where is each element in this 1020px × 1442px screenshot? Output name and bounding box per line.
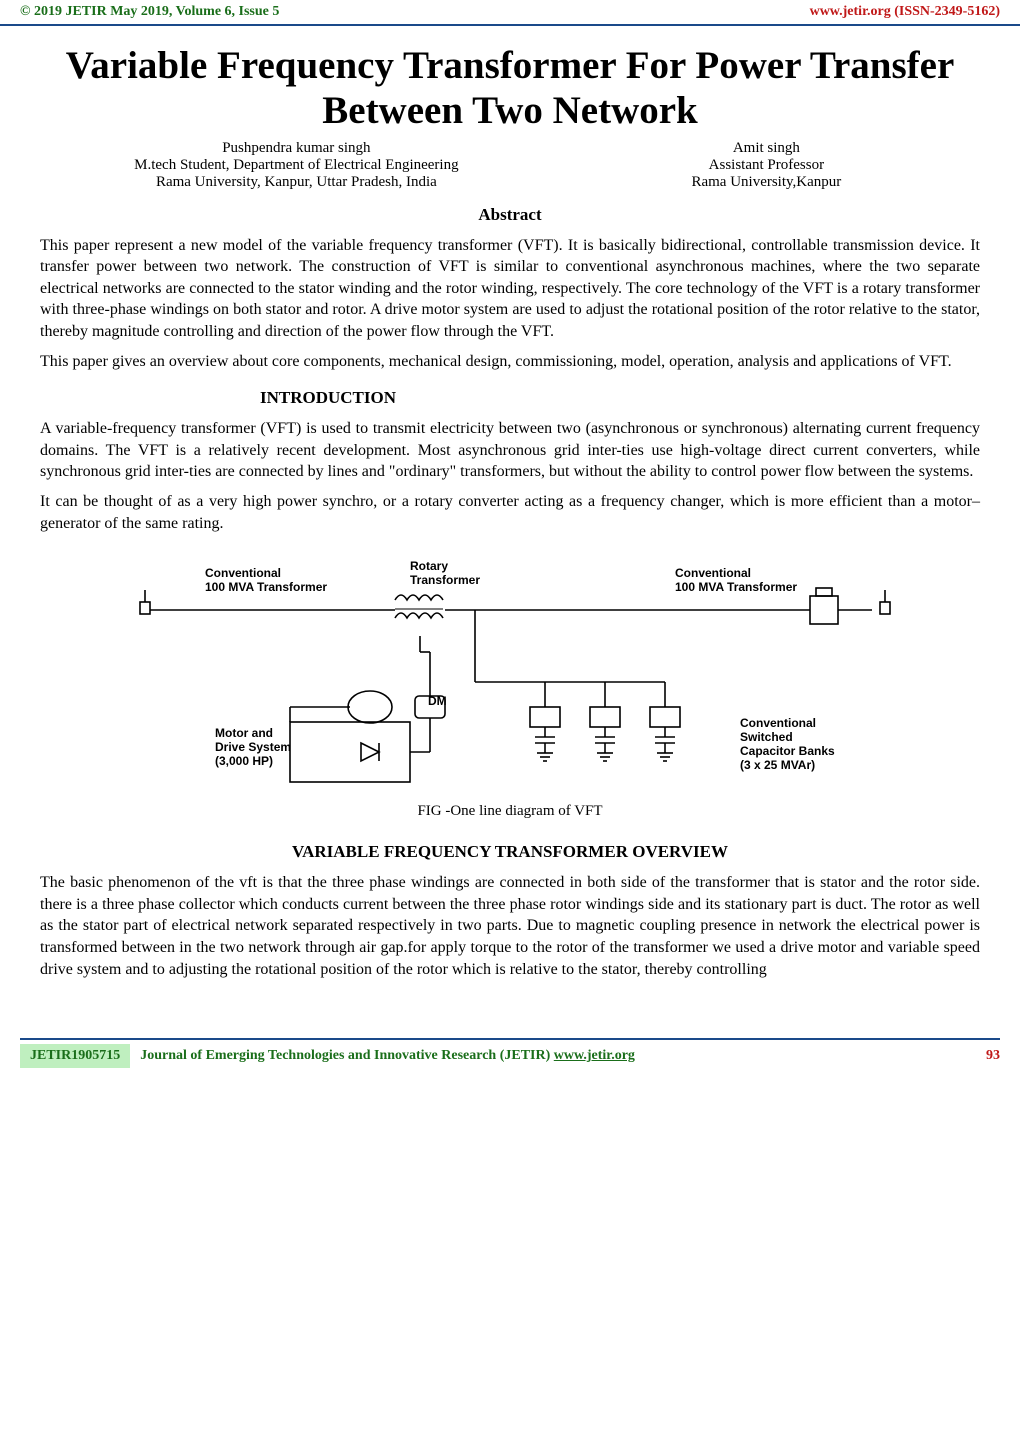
author-left-univ: Rama University, Kanpur, Uttar Pradesh, … [40, 174, 553, 191]
svg-text:Conventional: Conventional [740, 716, 816, 730]
page-content: Variable Frequency Transformer For Power… [0, 26, 1020, 1008]
footer-journal-title: Journal of Emerging Technologies and Inn… [130, 1048, 978, 1064]
svg-text:Drive System: Drive System [215, 740, 291, 754]
footer-title-prefix: Journal of Emerging Technologies and Inn… [140, 1048, 554, 1063]
author-right-affil: Assistant Professor [553, 157, 980, 174]
abstract-p2: This paper gives an overview about core … [40, 351, 980, 373]
authors-row: Pushpendra kumar singh M.tech Student, D… [40, 140, 980, 191]
overview-p1: The basic phenomenon of the vft is that … [40, 872, 980, 980]
overview-heading: VARIABLE FREQUENCY TRANSFORMER OVERVIEW [40, 842, 980, 862]
footer-page-number: 93 [978, 1048, 1000, 1064]
author-left-affil: M.tech Student, Department of Electrical… [40, 157, 553, 174]
svg-text:Transformer: Transformer [410, 573, 480, 587]
svg-text:Conventional: Conventional [205, 566, 281, 580]
author-left-name: Pushpendra kumar singh [40, 140, 553, 157]
svg-text:100 MVA Transformer: 100 MVA Transformer [205, 580, 327, 594]
diagram-svg: Conventional100 MVA TransformerRotaryTra… [120, 552, 900, 792]
author-right-name: Amit singh [553, 140, 980, 157]
introduction-p1: A variable-frequency transformer (VFT) i… [40, 418, 980, 483]
svg-text:Switched: Switched [740, 730, 793, 744]
header-left-text: © 2019 JETIR May 2019, Volume 6, Issue 5 [20, 4, 279, 20]
header-bar: © 2019 JETIR May 2019, Volume 6, Issue 5… [0, 0, 1020, 26]
author-right-univ: Rama University,Kanpur [553, 174, 980, 191]
svg-text:Capacitor Banks: Capacitor Banks [740, 744, 835, 758]
svg-text:Rotary: Rotary [410, 559, 448, 573]
figure-caption: FIG -One line diagram of VFT [40, 803, 980, 820]
footer-bar: JETIR1905715 Journal of Emerging Technol… [20, 1038, 1000, 1068]
svg-text:(3,000 HP): (3,000 HP) [215, 754, 273, 768]
svg-text:100 MVA Transformer: 100 MVA Transformer [675, 580, 797, 594]
header-right-text: www.jetir.org (ISSN-2349-5162) [810, 4, 1000, 20]
footer-paper-id: JETIR1905715 [20, 1044, 130, 1068]
paper-title: Variable Frequency Transformer For Power… [40, 44, 980, 134]
abstract-p1: This paper represent a new model of the … [40, 235, 980, 343]
footer-link[interactable]: www.jetir.org [554, 1048, 635, 1063]
introduction-p2: It can be thought of as a very high powe… [40, 491, 980, 534]
abstract-heading: Abstract [40, 205, 980, 225]
svg-text:(3 x 25 MVAr): (3 x 25 MVAr) [740, 758, 815, 772]
figure-one-line-diagram: Conventional100 MVA TransformerRotaryTra… [120, 552, 900, 797]
author-left: Pushpendra kumar singh M.tech Student, D… [40, 140, 553, 191]
introduction-heading: INTRODUCTION [260, 388, 980, 408]
author-right: Amit singh Assistant Professor Rama Univ… [553, 140, 980, 191]
svg-text:Conventional: Conventional [675, 566, 751, 580]
svg-text:Motor and: Motor and [215, 726, 273, 740]
